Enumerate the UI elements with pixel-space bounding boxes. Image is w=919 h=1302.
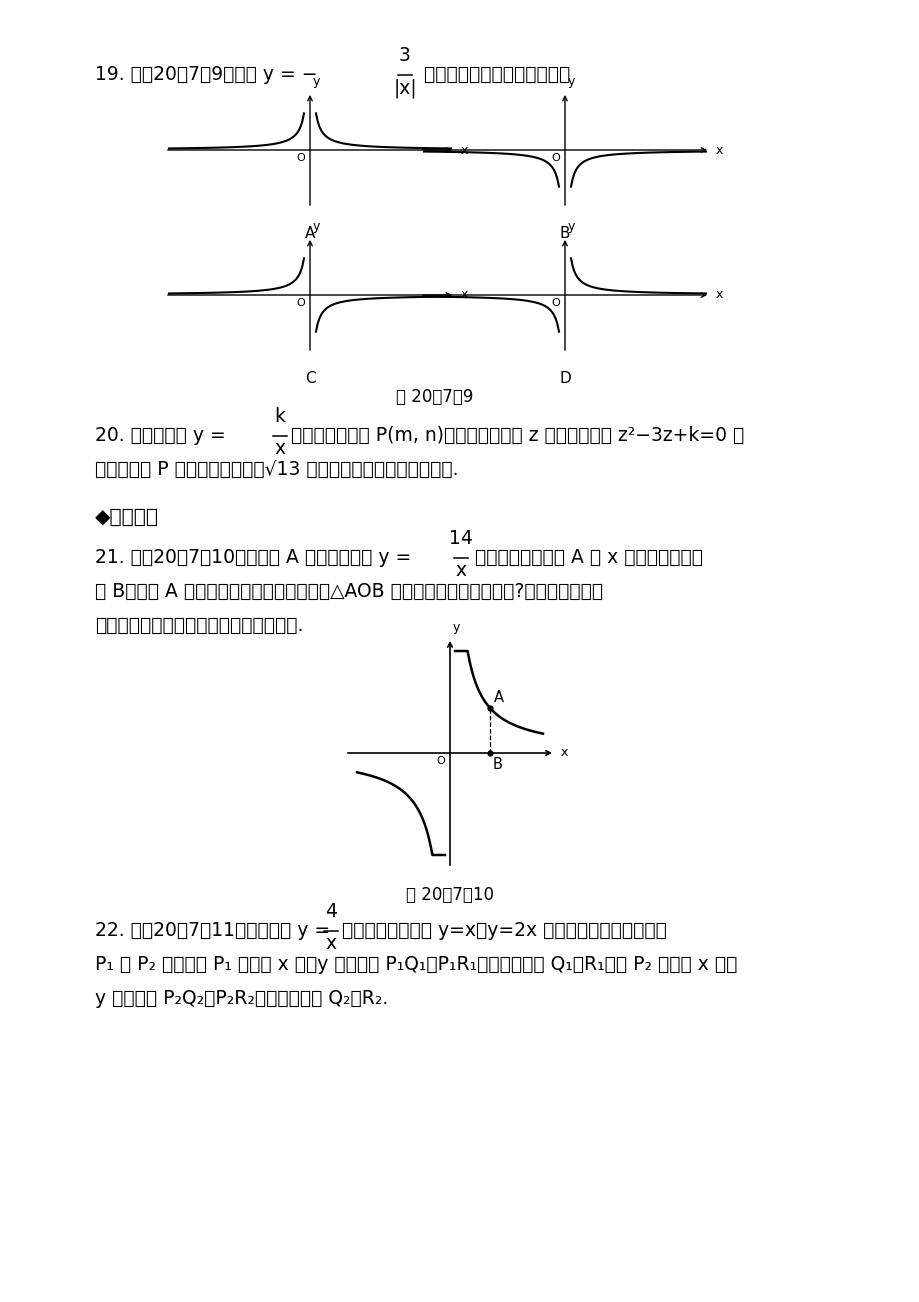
Text: x: x	[274, 439, 285, 458]
Text: 19. 如图20－7－9，函数 y = −: 19. 如图20－7－9，函数 y = −	[95, 65, 317, 85]
Text: x: x	[325, 934, 336, 953]
Text: y: y	[312, 220, 320, 233]
Text: 21. 如图20－7－10所示，点 A 是反比例函数 y =: 21. 如图20－7－10所示，点 A 是反比例函数 y =	[95, 548, 411, 566]
Text: A: A	[304, 227, 315, 241]
Text: y: y	[312, 76, 320, 89]
Text: O: O	[550, 298, 560, 309]
Text: B: B	[559, 227, 570, 241]
Text: 的图象上有一点 P(m, n)，其坐标是关于 z 的一元次方程 z²−3z+k=0 的: 的图象上有一点 P(m, n)，其坐标是关于 z 的一元次方程 z²−3z+k=…	[290, 426, 743, 445]
Text: y: y	[452, 621, 460, 634]
Text: 两个根，且 P 点到原点的距离为√13 ，求这个反比例函数的关系式.: 两个根，且 P 点到原点的距离为√13 ，求这个反比例函数的关系式.	[95, 460, 458, 479]
Text: 图 20－7－10: 图 20－7－10	[405, 885, 494, 904]
Text: x: x	[455, 561, 466, 581]
Text: 图象上一点，过点 A 作 x 轴的垂线，垂足: 图象上一点，过点 A 作 x 轴的垂线，垂足	[475, 548, 703, 566]
Text: 4: 4	[324, 902, 336, 921]
Text: O: O	[296, 154, 305, 163]
Text: 22. 如图20－7－11，已知函数 y =: 22. 如图20－7－11，已知函数 y =	[95, 921, 330, 940]
Text: x: x	[715, 143, 722, 156]
Text: B: B	[493, 756, 503, 772]
Text: y: y	[567, 76, 574, 89]
Text: 的图象分布正确的是（　　）: 的图象分布正确的是（ ）	[418, 65, 570, 85]
Text: y 轴的垂线 P₂Q₂、P₂R₂，垂足分别为 Q₂、R₂.: y 轴的垂线 P₂Q₂、P₂R₂，垂足分别为 Q₂、R₂.	[95, 990, 388, 1008]
Text: x: x	[561, 746, 568, 759]
Text: 函数是否也有相同的现象，说说你的看法.: 函数是否也有相同的现象，说说你的看法.	[95, 616, 303, 635]
Text: C: C	[304, 371, 315, 385]
Text: O: O	[550, 154, 560, 163]
Text: x: x	[715, 289, 722, 302]
Text: D: D	[559, 371, 571, 385]
Text: ◆开放探索: ◆开放探索	[95, 508, 159, 527]
Text: x: x	[460, 289, 468, 302]
Text: 的图象和两条直线 y=x、y=2x 在第一象限内分别相交于: 的图象和两条直线 y=x、y=2x 在第一象限内分别相交于	[342, 921, 666, 940]
Text: 3: 3	[399, 46, 411, 65]
Text: 图 20－7－9: 图 20－7－9	[396, 388, 473, 406]
Text: 14: 14	[448, 529, 472, 548]
Text: k: k	[274, 408, 285, 426]
Text: x: x	[460, 143, 468, 156]
Text: O: O	[436, 756, 445, 766]
Text: 为 B，当点 A 在反比例函数图象上移动时，△AOB 的面积将发生怎样的变化?对于其他反比例: 为 B，当点 A 在反比例函数图象上移动时，△AOB 的面积将发生怎样的变化?对…	[95, 582, 603, 602]
Text: 20. 反比例函数 y =: 20. 反比例函数 y =	[95, 426, 225, 445]
Text: |x|: |x|	[392, 78, 416, 98]
Text: y: y	[567, 220, 574, 233]
Text: P₁ 和 P₂ 两点，过 P₁ 分别作 x 轴、y 轴的垂线 P₁Q₁、P₁R₁，垂足分别为 Q₁、R₁；过 P₂ 分别作 x 轴、: P₁ 和 P₂ 两点，过 P₁ 分别作 x 轴、y 轴的垂线 P₁Q₁、P₁R₁…	[95, 954, 736, 974]
Text: O: O	[296, 298, 305, 309]
Text: A: A	[494, 690, 504, 704]
